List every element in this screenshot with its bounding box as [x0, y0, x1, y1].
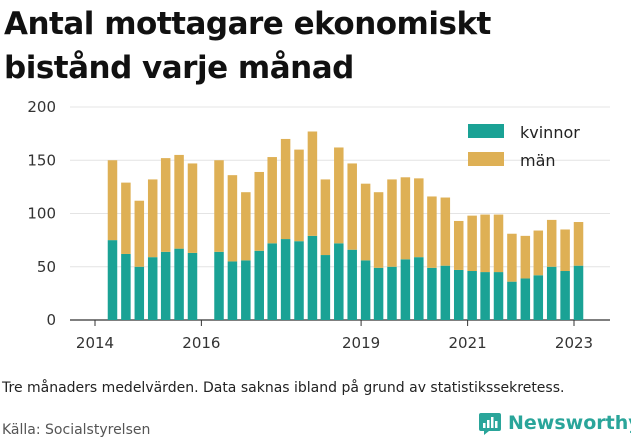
bar-kvinnor	[147, 257, 158, 320]
bar-man	[453, 220, 464, 270]
legend-swatch-man	[468, 152, 504, 166]
bar-kvinnor	[546, 266, 557, 320]
bar-kvinnor	[107, 240, 118, 320]
bar-kvinnor	[387, 266, 397, 320]
legend-label-man: män	[520, 151, 556, 170]
y-tick-label: 150	[27, 151, 56, 169]
bar-man	[174, 154, 184, 249]
bar-man	[254, 171, 264, 251]
bar-man	[560, 229, 570, 272]
y-tick-label: 50	[37, 258, 56, 276]
bar-man	[334, 147, 344, 244]
stacked-bar-chart: 0 50 100 150 200 2014 2016 2019 2021 2023 kvinno…	[27, 98, 610, 352]
x-tick-label: 2023	[555, 334, 593, 352]
legend-label-kvinnor: kvinnor	[520, 123, 580, 142]
bar-kvinnor	[560, 271, 570, 320]
bar-man	[493, 214, 504, 273]
bar-man	[467, 215, 477, 272]
bar-man	[320, 179, 331, 256]
bar-man	[160, 158, 171, 252]
bar-man	[360, 183, 371, 261]
bar-kvinnor	[307, 235, 318, 320]
bar-kvinnor	[187, 252, 198, 320]
bar-kvinnor	[414, 257, 424, 320]
bar-kvinnor	[573, 265, 584, 320]
bar-kvinnor	[440, 265, 451, 320]
y-tick-label: 0	[46, 311, 56, 329]
bar-man	[546, 219, 557, 267]
bar-kvinnor	[241, 260, 251, 320]
bar-man	[414, 178, 424, 258]
bar-kvinnor	[121, 253, 131, 320]
bar-man	[387, 179, 397, 267]
bar-man	[280, 138, 291, 240]
bar-kvinnor	[533, 275, 544, 320]
bar-man	[134, 200, 145, 267]
x-tick-label: 2016	[182, 334, 220, 352]
x-tick-label: 2021	[449, 334, 487, 352]
bars	[107, 131, 584, 320]
bar-man	[307, 131, 318, 236]
bar-man	[347, 163, 357, 250]
bar-man	[241, 192, 251, 261]
bar-man	[440, 197, 451, 266]
bar-man	[427, 196, 437, 268]
bar-kvinnor	[254, 250, 264, 320]
brand-name: Newsworthy	[508, 412, 631, 434]
bar-kvinnor	[334, 243, 344, 320]
bar-kvinnor	[214, 251, 224, 320]
x-axis: 2014 2016 2019 2021 2023	[76, 320, 593, 352]
bar-kvinnor	[360, 260, 371, 320]
legend-swatch-kvinnor	[468, 124, 504, 138]
chart-note: Tre månaders medelvärden. Data saknas ib…	[2, 380, 565, 396]
bar-kvinnor	[400, 259, 411, 320]
bar-kvinnor	[467, 271, 477, 320]
bar-kvinnor	[520, 278, 531, 320]
bar-kvinnor	[480, 272, 490, 320]
bar-man	[573, 222, 584, 266]
bar-man	[187, 163, 198, 253]
bar-man	[227, 175, 238, 262]
bar-kvinnor	[493, 272, 504, 320]
bar-man	[294, 149, 304, 242]
bar-kvinnor	[267, 243, 277, 320]
bar-kvinnor	[280, 239, 291, 320]
bar-man	[267, 157, 277, 244]
bar-man	[533, 230, 544, 276]
bar-kvinnor	[427, 267, 437, 320]
x-tick-label: 2014	[76, 334, 114, 352]
bar-kvinnor	[373, 267, 384, 320]
bar-kvinnor	[507, 281, 517, 320]
bar-kvinnor	[320, 255, 331, 320]
source-text: Källa: Socialstyrelsen	[2, 422, 151, 438]
y-tick-label: 200	[27, 98, 56, 116]
bar-man	[480, 214, 490, 273]
bar-kvinnor	[227, 261, 238, 320]
newsworthy-logo-icon	[479, 413, 501, 435]
legend: kvinnor män	[468, 123, 580, 170]
bar-man	[507, 233, 517, 282]
y-axis: 0 50 100 150 200	[27, 98, 56, 329]
bar-man	[214, 160, 224, 252]
bar-man	[121, 182, 131, 254]
x-tick-label: 2019	[342, 334, 380, 352]
bar-man	[147, 179, 158, 258]
bar-man	[520, 235, 531, 279]
bar-kvinnor	[174, 248, 184, 320]
bar-kvinnor	[294, 241, 304, 320]
newsworthy-logo: Newsworthy	[478, 408, 631, 438]
bar-man	[400, 177, 411, 260]
bar-kvinnor	[347, 249, 357, 320]
bar-man	[107, 160, 118, 241]
bar-kvinnor	[134, 266, 145, 320]
bar-man	[373, 192, 384, 268]
bar-kvinnor	[453, 269, 464, 320]
chart-title: Antal mottagare ekonomiskt bistånd varje…	[4, 6, 491, 86]
y-tick-label: 100	[27, 205, 56, 223]
bar-kvinnor	[160, 251, 171, 320]
